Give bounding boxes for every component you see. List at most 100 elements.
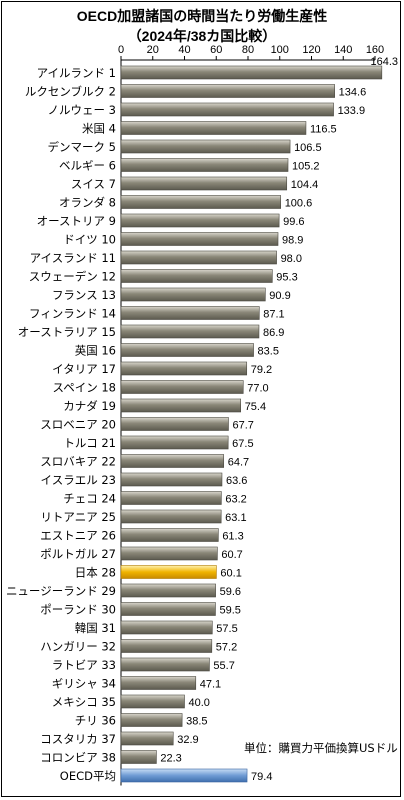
category-label: ニュージーランド 29 (6, 584, 116, 598)
bar-7 (120, 176, 288, 191)
value-label: 40.0 (189, 697, 210, 709)
value-label: 90.9 (269, 290, 290, 302)
category-label: フィンランド 14 (29, 307, 116, 321)
category-label: 英国 16 (75, 344, 116, 358)
bar-2 (120, 84, 335, 98)
category-label: スロベニア 20 (40, 418, 116, 432)
category-label: ドイツ 10 (63, 233, 116, 247)
category-label: アイルランド 1 (37, 66, 116, 80)
bar-33 (120, 657, 210, 672)
value-label: 63.6 (226, 475, 247, 487)
bar-6 (120, 158, 289, 172)
x-tick-label: 80 (242, 44, 254, 56)
bar-34 (120, 676, 197, 690)
value-label: 79.2 (251, 364, 272, 376)
category-label: エストニア 26 (40, 529, 116, 543)
bar-4 (120, 121, 307, 135)
category-label: ハンガリー 32 (40, 640, 116, 654)
value-label: 67.7 (232, 420, 253, 432)
value-label: 116.5 (310, 124, 337, 136)
category-label: オーストリア 9 (37, 214, 116, 228)
category-label: ギリシャ 34 (52, 677, 116, 691)
bar-8 (120, 195, 282, 209)
bar-1 (120, 65, 383, 80)
bar-3 (120, 102, 334, 117)
category-label: スウェーデン 12 (29, 270, 116, 284)
value-label: 47.1 (200, 679, 221, 691)
value-label: 64.7 (228, 457, 249, 469)
value-label: 55.7 (213, 660, 234, 672)
bar-9 (120, 213, 280, 228)
category-label: ポーランド 30 (40, 603, 116, 617)
value-label: 32.9 (177, 734, 198, 746)
bar-10 (120, 232, 279, 246)
x-tick-label: 140 (334, 44, 352, 56)
category-label: トルコ 21 (63, 436, 116, 450)
category-label: オーストラリア 15 (18, 325, 116, 339)
category-label: ノルウェー 3 (48, 103, 116, 117)
bar-11 (120, 250, 277, 265)
value-label: 57.5 (216, 623, 237, 635)
bar-13 (120, 287, 266, 302)
value-label: 57.2 (216, 642, 237, 654)
value-label: 38.5 (186, 716, 207, 728)
category-label: リトアニア 25 (40, 510, 116, 524)
bar-26 (120, 528, 219, 542)
unit-note: 単位：購買力平価換算USドル (244, 741, 398, 755)
value-label: 134.6 (339, 87, 367, 99)
value-label: 98.9 (282, 235, 303, 247)
category-label: コスタリカ 37 (40, 732, 116, 746)
value-label: 59.5 (219, 605, 240, 617)
category-label: カナダ 19 (63, 399, 116, 413)
bar-31 (120, 620, 213, 635)
value-label: 60.1 (220, 568, 241, 580)
bar-21 (120, 435, 229, 450)
value-label: 98.0 (281, 253, 302, 265)
x-tick-label: 100 (271, 44, 289, 56)
value-label: 63.2 (225, 494, 246, 506)
value-label: 86.9 (263, 327, 284, 339)
category-label: スロバキア 22 (40, 455, 116, 469)
value-label: 59.6 (220, 586, 241, 598)
category-label: スペイン 18 (53, 381, 116, 395)
value-label: 67.5 (232, 438, 253, 450)
value-label: 105.2 (292, 161, 320, 173)
value-label: 87.1 (263, 309, 284, 321)
bar-22 (120, 454, 225, 468)
bar-15 (120, 324, 260, 339)
value-label: 75.4 (245, 401, 266, 413)
category-label: スイス 7 (71, 177, 116, 191)
category-label: ルクセンブルク 2 (25, 85, 116, 99)
value-label: 63.1 (225, 512, 246, 524)
bar-39 (120, 768, 248, 783)
bar-35 (120, 694, 185, 709)
bar-37 (120, 731, 174, 746)
category-label: チェコ 24 (63, 492, 116, 506)
x-tick-label: 20 (147, 44, 159, 56)
value-label: 83.5 (258, 346, 279, 358)
value-label: 22.3 (160, 753, 181, 765)
bar-36 (120, 713, 183, 727)
bar-19 (120, 398, 241, 413)
bar-32 (120, 639, 213, 653)
category-label: メキシコ 35 (52, 695, 116, 709)
bar-20 (120, 417, 229, 431)
value-label: 60.7 (221, 549, 242, 561)
category-label: ラトビア 33 (52, 658, 116, 672)
bar-38 (120, 750, 157, 764)
category-label: チリ 36 (75, 714, 116, 728)
value-label: 100.6 (285, 198, 313, 210)
category-label: ベルギー 6 (59, 159, 116, 173)
value-label: 133.9 (338, 105, 366, 117)
x-tick-label: 60 (210, 44, 222, 56)
category-label: OECD平均 (60, 769, 116, 783)
bar-28 (120, 565, 217, 579)
bar-17 (120, 361, 248, 376)
x-tick-label: 120 (302, 44, 320, 56)
x-tick-label: 40 (178, 44, 190, 56)
value-label: 164.3 (370, 56, 398, 68)
value-label: 79.4 (251, 771, 272, 783)
bar-23 (120, 472, 223, 487)
chart-title: OECD加盟諸国の時間当たり労働生産性 (76, 8, 328, 24)
